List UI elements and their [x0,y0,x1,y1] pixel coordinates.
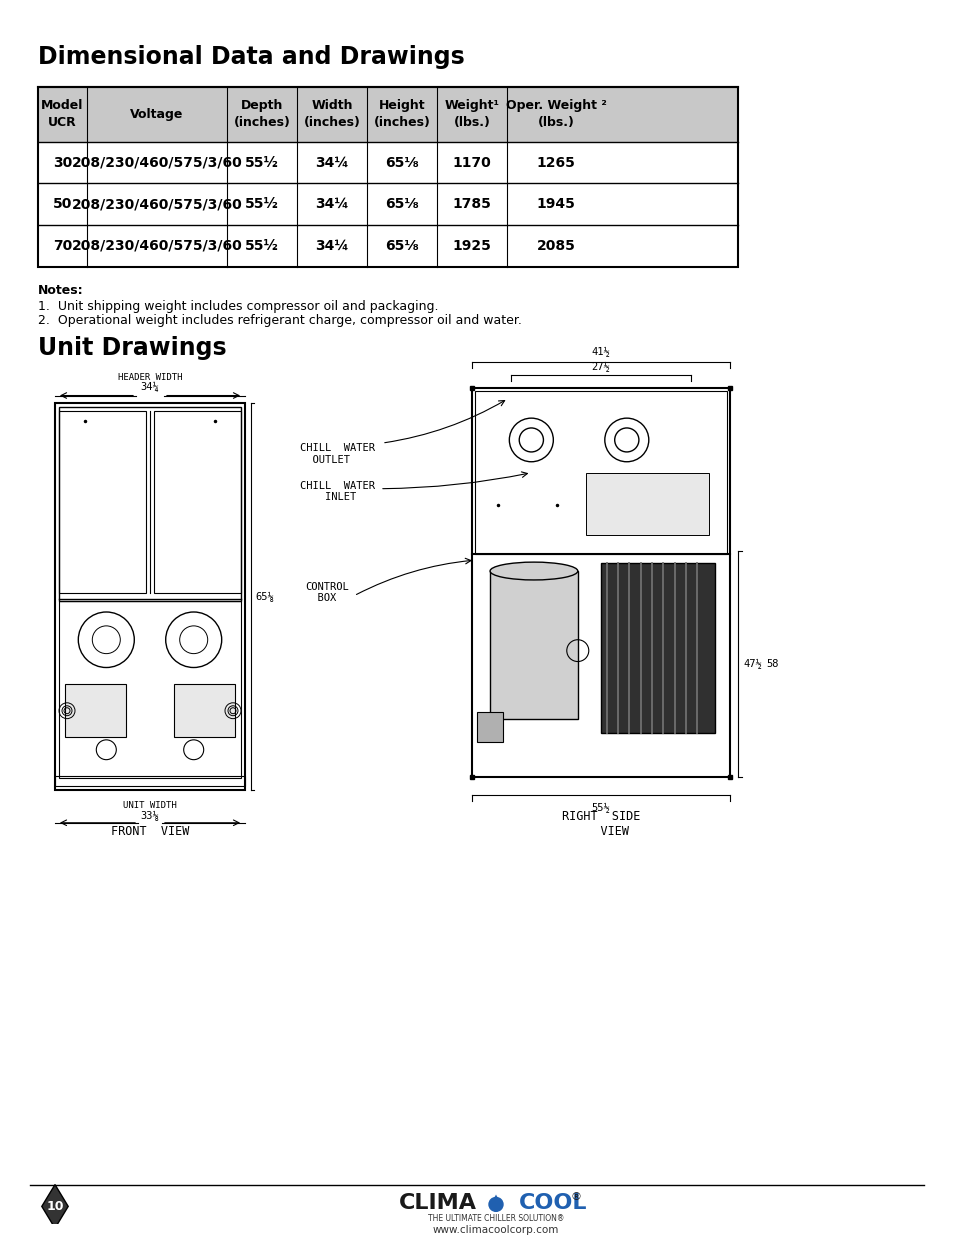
Text: CHILL  WATER
    INLET: CHILL WATER INLET [299,480,375,503]
Bar [475,390,726,555]
Text: 10: 10 [46,1200,64,1213]
Text: Height
(inches): Height (inches) [374,100,430,130]
Text: 1265: 1265 [536,156,575,169]
Bar [476,711,502,741]
Text: Unit Drawings: Unit Drawings [38,336,227,361]
Text: FRONT  VIEW: FRONT VIEW [111,825,189,837]
Bar [490,571,578,720]
Text: 27½: 27½ [591,362,610,372]
Text: 41½: 41½ [591,347,610,357]
Bar [55,776,245,787]
Text: 1170: 1170 [452,156,491,169]
Text: Model
UCR: Model UCR [41,100,84,130]
Polygon shape [42,1184,68,1228]
Text: 208/230/460/575/3/60: 208/230/460/575/3/60 [71,156,242,169]
Text: 30: 30 [52,156,72,169]
Text: 34¼: 34¼ [140,383,159,393]
Text: CHILL  WATER
  OUTLET: CHILL WATER OUTLET [299,443,375,464]
Text: 2085: 2085 [536,238,575,253]
Text: Depth
(inches): Depth (inches) [233,100,290,130]
Bar [38,142,738,183]
Text: 208/230/460/575/3/60: 208/230/460/575/3/60 [71,238,242,253]
Text: 34¼: 34¼ [314,238,349,253]
Text: RIGHT  SIDE
    VIEW: RIGHT SIDE VIEW [561,810,639,837]
Text: 34¼: 34¼ [314,156,349,169]
Bar [174,684,234,737]
Bar [38,225,738,267]
Text: 1945: 1945 [536,198,575,211]
Text: HEADER WIDTH: HEADER WIDTH [117,373,182,382]
Text: 47½: 47½ [742,659,760,669]
Text: 55½: 55½ [245,238,278,253]
Polygon shape [491,1194,500,1204]
Text: Width
(inches): Width (inches) [303,100,360,130]
Bar [59,600,241,778]
Bar [585,473,709,535]
Text: CONTROL
  BOX: CONTROL BOX [305,582,349,604]
Text: Voltage: Voltage [131,107,184,121]
Text: 65⅛: 65⅛ [254,592,274,601]
Text: 58: 58 [765,659,778,669]
Bar [472,388,729,777]
Text: 65⅛: 65⅛ [385,238,418,253]
Text: 65⅛: 65⅛ [385,198,418,211]
Text: 33⅛: 33⅛ [140,811,159,821]
Text: www.climacoolcorp.com: www.climacoolcorp.com [433,1225,558,1235]
Text: 2.  Operational weight includes refrigerant charge, compressor oil and water.: 2. Operational weight includes refrigera… [38,314,521,327]
Text: Dimensional Data and Drawings: Dimensional Data and Drawings [38,44,464,69]
Text: Notes:: Notes: [38,284,84,298]
Text: 34¼: 34¼ [314,198,349,211]
Bar [153,411,241,593]
Text: Weight¹
(lbs.): Weight¹ (lbs.) [444,100,499,130]
Text: 65⅛: 65⅛ [385,156,418,169]
Circle shape [489,1198,502,1212]
Bar [55,404,245,790]
Text: 1.  Unit shipping weight includes compressor oil and packaging.: 1. Unit shipping weight includes compres… [38,300,438,314]
Text: 50: 50 [52,198,72,211]
Bar [65,684,126,737]
Text: Oper. Weight ²
(lbs.): Oper. Weight ² (lbs.) [505,100,606,130]
Text: 1925: 1925 [452,238,491,253]
Bar [38,183,738,225]
Text: 70: 70 [52,238,72,253]
Text: 55½: 55½ [245,198,278,211]
Text: CLIMA: CLIMA [398,1193,476,1213]
Ellipse shape [490,562,578,580]
Text: COOL: COOL [518,1193,587,1213]
Text: UNIT WIDTH: UNIT WIDTH [123,800,176,810]
Text: 55½: 55½ [245,156,278,169]
Bar [38,88,738,142]
Text: 208/230/460/575/3/60: 208/230/460/575/3/60 [71,198,242,211]
Text: 55½: 55½ [591,803,610,813]
Bar [59,408,241,600]
Text: ®: ® [571,1193,581,1203]
Text: THE ULTIMATE CHILLER SOLUTION®: THE ULTIMATE CHILLER SOLUTION® [427,1214,563,1224]
Bar [59,411,146,593]
Bar [600,563,714,732]
Text: 1785: 1785 [452,198,491,211]
Bar [38,88,738,267]
